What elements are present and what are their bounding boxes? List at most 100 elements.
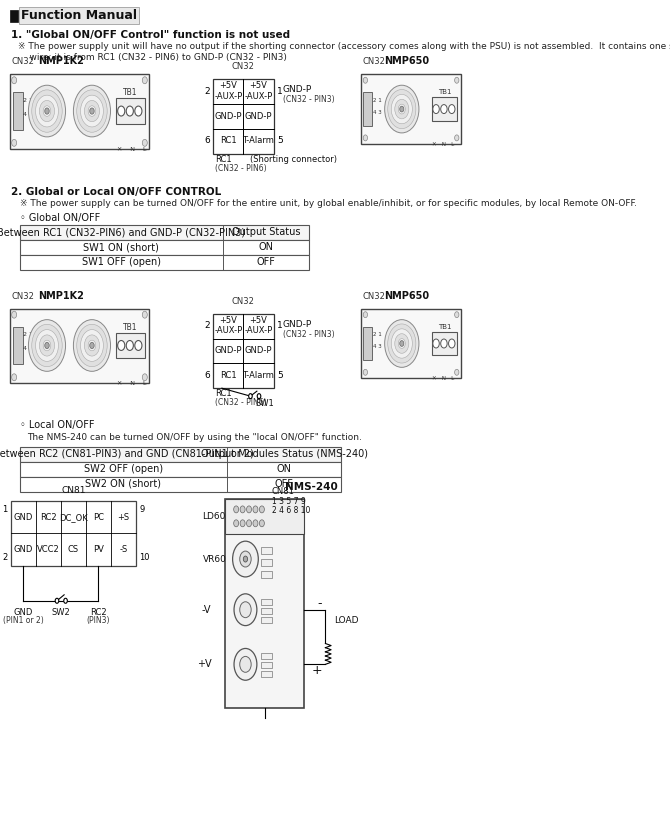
Circle shape bbox=[45, 342, 49, 348]
Text: +5V
-AUX-P: +5V -AUX-P bbox=[244, 82, 273, 101]
Text: GND-P: GND-P bbox=[245, 112, 272, 120]
Circle shape bbox=[455, 311, 459, 317]
Text: PV: PV bbox=[93, 544, 104, 554]
Text: 6: 6 bbox=[204, 371, 210, 380]
Circle shape bbox=[74, 320, 111, 372]
Circle shape bbox=[126, 341, 133, 351]
Circle shape bbox=[43, 106, 51, 116]
Text: +V: +V bbox=[196, 660, 211, 670]
Text: 9: 9 bbox=[139, 505, 144, 514]
Text: T-Alarm: T-Alarm bbox=[243, 371, 274, 380]
Text: 2 4 6 8 10: 2 4 6 8 10 bbox=[272, 506, 310, 515]
Text: -: - bbox=[318, 597, 322, 610]
Circle shape bbox=[240, 551, 251, 567]
Text: TB1: TB1 bbox=[123, 89, 138, 97]
Text: SW1: SW1 bbox=[255, 399, 274, 408]
Text: (CN32 - PIN6): (CN32 - PIN6) bbox=[215, 398, 267, 407]
Circle shape bbox=[433, 104, 440, 114]
Text: RC1: RC1 bbox=[215, 154, 231, 164]
Circle shape bbox=[90, 108, 94, 114]
Bar bbox=[261, 608, 272, 614]
Text: (CN32 - PIN6): (CN32 - PIN6) bbox=[215, 164, 267, 173]
Text: DC_OK: DC_OK bbox=[59, 513, 88, 522]
Bar bbox=[261, 662, 272, 668]
Text: CN32: CN32 bbox=[11, 58, 34, 66]
Bar bbox=[116, 99, 145, 124]
Text: SW1 OFF (open): SW1 OFF (open) bbox=[82, 257, 161, 267]
Circle shape bbox=[363, 78, 368, 84]
Text: RC1: RC1 bbox=[220, 136, 237, 145]
Text: GND-P: GND-P bbox=[283, 320, 312, 329]
Bar bbox=[361, 309, 461, 378]
Text: CN32: CN32 bbox=[232, 296, 255, 306]
Bar bbox=[10, 74, 149, 149]
Circle shape bbox=[90, 342, 94, 348]
Text: GND: GND bbox=[14, 608, 33, 617]
Text: 6: 6 bbox=[204, 136, 210, 145]
Circle shape bbox=[363, 135, 368, 141]
Text: CS: CS bbox=[68, 544, 79, 554]
Bar bbox=[363, 326, 372, 361]
Circle shape bbox=[455, 369, 459, 375]
Circle shape bbox=[80, 95, 103, 127]
Text: NMP1K2: NMP1K2 bbox=[38, 291, 84, 301]
Bar bbox=[13, 92, 23, 130]
Bar bbox=[10, 10, 19, 22]
Circle shape bbox=[135, 341, 142, 351]
Text: Between RC1 (CN32-PIN6) and GND-P (CN32-PIN3): Between RC1 (CN32-PIN6) and GND-P (CN32-… bbox=[0, 227, 245, 237]
Bar bbox=[261, 571, 272, 578]
Text: Function Manual: Function Manual bbox=[21, 9, 137, 23]
Circle shape bbox=[385, 85, 419, 133]
Text: SW2 ON (short): SW2 ON (short) bbox=[85, 478, 161, 488]
Circle shape bbox=[259, 506, 265, 513]
Text: 1 3 5 7 9: 1 3 5 7 9 bbox=[272, 498, 306, 506]
Circle shape bbox=[395, 334, 409, 353]
Text: 2 1: 2 1 bbox=[23, 332, 34, 337]
Text: CN32: CN32 bbox=[232, 63, 255, 71]
Bar bbox=[361, 74, 461, 144]
Text: OFF: OFF bbox=[257, 257, 275, 267]
Text: GND-P: GND-P bbox=[283, 85, 312, 94]
Text: GND-P: GND-P bbox=[214, 112, 242, 120]
Bar bbox=[213, 79, 274, 154]
Circle shape bbox=[433, 339, 440, 348]
Text: 1. "Global ON/OFF Control" function is not used: 1. "Global ON/OFF Control" function is n… bbox=[11, 29, 290, 39]
Bar bbox=[261, 559, 272, 566]
Circle shape bbox=[247, 506, 251, 513]
Text: GND-P: GND-P bbox=[245, 346, 272, 355]
Circle shape bbox=[388, 89, 416, 129]
Text: CN81: CN81 bbox=[272, 488, 295, 497]
Text: +5V
-AUX-P: +5V -AUX-P bbox=[214, 316, 243, 336]
Text: 2 1: 2 1 bbox=[373, 98, 381, 103]
Bar bbox=[20, 447, 341, 462]
Circle shape bbox=[11, 311, 17, 318]
Bar bbox=[261, 547, 272, 554]
Circle shape bbox=[234, 520, 239, 527]
Text: Output Modules Status (NMS-240): Output Modules Status (NMS-240) bbox=[200, 448, 368, 458]
Circle shape bbox=[257, 393, 261, 398]
Text: SW1 ON (short): SW1 ON (short) bbox=[83, 242, 159, 252]
Text: GND: GND bbox=[14, 544, 33, 554]
Circle shape bbox=[31, 90, 62, 132]
Bar bbox=[431, 97, 458, 121]
Circle shape bbox=[240, 506, 245, 513]
Text: RC1: RC1 bbox=[220, 371, 237, 380]
Text: +: + bbox=[312, 664, 322, 677]
Bar bbox=[226, 499, 304, 534]
Circle shape bbox=[43, 340, 51, 351]
Circle shape bbox=[240, 602, 251, 618]
Text: 1: 1 bbox=[3, 505, 8, 514]
Text: ◦ Local ON/OFF: ◦ Local ON/OFF bbox=[20, 420, 94, 430]
Circle shape bbox=[400, 106, 404, 112]
Circle shape bbox=[74, 85, 111, 137]
Bar bbox=[431, 331, 458, 356]
Circle shape bbox=[455, 135, 459, 141]
Text: 5: 5 bbox=[277, 136, 283, 145]
Circle shape bbox=[36, 330, 58, 362]
Circle shape bbox=[142, 77, 147, 84]
Text: Between RC2 (CN81-PIN3) and GND (CN81-PIN1 or 2): Between RC2 (CN81-PIN3) and GND (CN81-PI… bbox=[0, 448, 254, 458]
Text: ON: ON bbox=[259, 242, 273, 252]
Text: wire: it is from RC1 (CN32 - PIN6) to GND-P (CN32 - PIN3): wire: it is from RC1 (CN32 - PIN6) to GN… bbox=[19, 53, 287, 63]
Circle shape bbox=[232, 541, 259, 577]
Text: NMP1K2: NMP1K2 bbox=[38, 57, 84, 66]
